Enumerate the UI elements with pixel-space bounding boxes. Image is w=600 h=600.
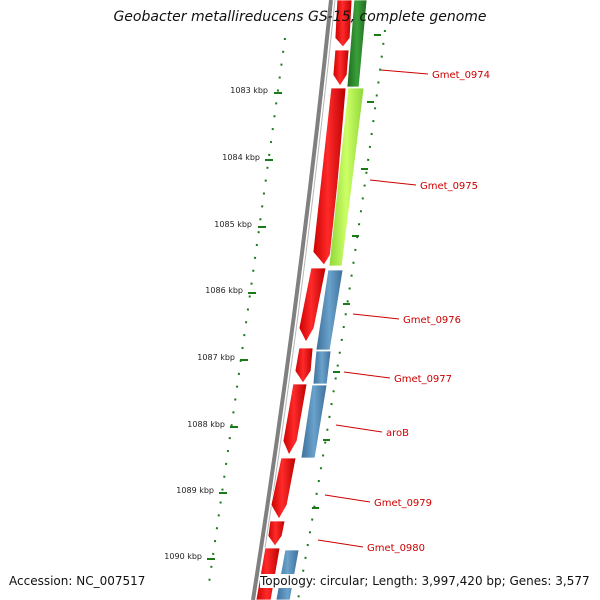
leader-line [335, 424, 383, 433]
gene-label[interactable]: aroB [386, 428, 409, 439]
ruler-label: 1086 kbp [205, 286, 243, 295]
feature-block-blue [315, 269, 344, 351]
genome-summary-text: Topology: circular; Length: 3,997,420 bp… [260, 574, 590, 588]
ruler-label: 1090 kbp [164, 552, 202, 561]
gene-label[interactable]: Gmet_0976 [403, 315, 461, 326]
feature-block-lime [328, 87, 365, 267]
feature-block-blue [312, 350, 332, 385]
backbone-arc-inner [256, 0, 336, 600]
accession-text: Accession: NC_007517 [9, 574, 146, 588]
leader-line [369, 179, 417, 186]
gene-label[interactable]: Gmet_0974 [432, 70, 490, 81]
leader-line [324, 494, 371, 503]
feature-block-green [346, 0, 368, 88]
cds-arrow [267, 520, 286, 547]
ruler-label: 1083 kbp [230, 86, 268, 95]
gene-label[interactable]: Gmet_0979 [374, 498, 432, 509]
cds-arrow [312, 87, 347, 266]
gene-labels: Gmet_0974 Gmet_0975 Gmet_0976 Gmet_0977 … [367, 70, 490, 554]
ruler-label: 1085 kbp [214, 220, 252, 229]
leader-line [380, 69, 429, 75]
feature-block-blue [300, 384, 328, 459]
ruler-label: 1088 kbp [187, 420, 225, 429]
cds-arrow [294, 347, 314, 384]
leader-line [343, 371, 391, 379]
gene-label[interactable]: Gmet_0975 [420, 181, 478, 192]
gene-label[interactable]: Gmet_0977 [394, 374, 452, 385]
ruler-label: 1084 kbp [222, 153, 260, 162]
leader-lines [317, 69, 429, 548]
cds-arrow [282, 383, 308, 456]
backbone-arc [251, 0, 333, 600]
map-title: Geobacter metallireducens GS-15, complet… [113, 9, 487, 25]
ruler-ticks [207, 92, 282, 560]
cds-arrow [332, 49, 350, 87]
ruler-label: 1087 kbp [197, 353, 235, 362]
ruler-label: 1089 kbp [176, 486, 214, 495]
cds-arrow [270, 457, 297, 520]
leader-line [352, 313, 400, 320]
cds-arrow [298, 267, 327, 343]
gene-label[interactable]: Gmet_0980 [367, 543, 425, 554]
cds-arrow [334, 0, 353, 48]
leader-line [317, 539, 364, 548]
ruler-labels: 1083 kbp 1084 kbp 1085 kbp 1086 kbp 1087… [164, 86, 268, 561]
outer-ticks [312, 34, 381, 509]
